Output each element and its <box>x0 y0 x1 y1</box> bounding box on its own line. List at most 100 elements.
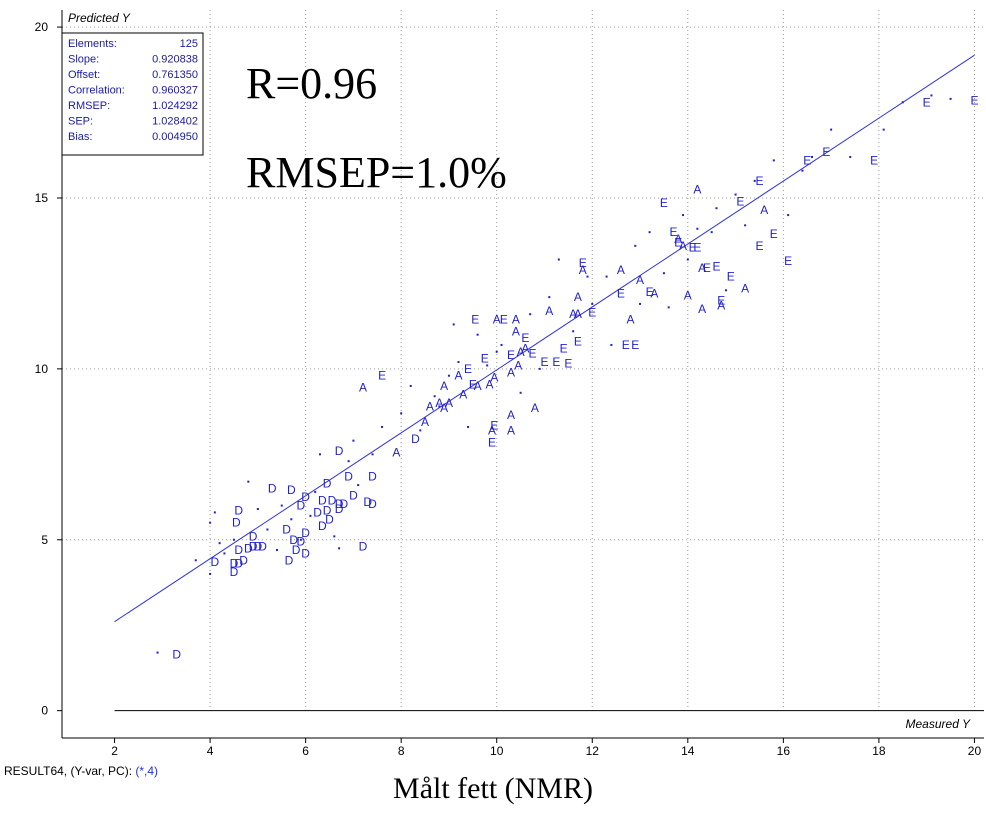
scatter-dot <box>419 429 422 432</box>
scatter-point-label: A <box>741 282 749 296</box>
scatter-dot <box>299 538 302 541</box>
scatter-point-label: E <box>574 335 582 349</box>
scatter-point-label: A <box>693 182 701 196</box>
scatter-point-label: A <box>493 312 501 326</box>
stats-value: 0.920838 <box>152 54 198 66</box>
x-tick-label: 14 <box>681 744 695 758</box>
stats-label: Correlation: <box>68 85 125 97</box>
scatter-point-label: D <box>318 493 327 507</box>
scatter-point-label: E <box>378 369 386 383</box>
stats-label: SEP: <box>68 116 93 128</box>
scatter-point-label: D <box>301 526 310 540</box>
scatter-point-label: D <box>232 516 241 530</box>
scatter-point-label: A <box>531 401 539 415</box>
scatter-dot <box>500 343 503 346</box>
scatter-point-label: A <box>474 379 482 393</box>
y-tick-label: 10 <box>35 362 49 376</box>
scatter-dot <box>529 313 532 316</box>
scatter-dot <box>849 155 852 158</box>
stats-value: 0.004950 <box>152 131 198 143</box>
scatter-point-label: D <box>249 540 258 554</box>
scatter-point-label: E <box>500 312 508 326</box>
scatter-point-label: D <box>234 543 243 557</box>
scatter-point-label: E <box>490 418 498 432</box>
scatter-dot <box>452 323 455 326</box>
scatter-point-label: D <box>244 541 253 555</box>
footer-pc-link[interactable]: (*,4) <box>135 764 159 778</box>
scatter-point-label: E <box>588 305 596 319</box>
scatter-point-label: E <box>703 261 711 275</box>
scatter-dot <box>156 651 159 654</box>
scatter-dot <box>648 231 651 234</box>
regression-line <box>114 54 975 623</box>
stats-box: Elements: 125 Slope: 0.920838 Offset: 0.76135… <box>61 32 204 156</box>
scatter-point-label: A <box>507 408 515 422</box>
scatter-point-label: D <box>230 565 239 579</box>
scatter-point-label: E <box>617 287 625 301</box>
footer-result-label: RESULT64, (Y-var, PC): <box>4 764 136 778</box>
scatter-point-label: E <box>564 357 572 371</box>
scatter-point-label: E <box>923 95 931 109</box>
scatter-dot <box>557 258 560 261</box>
scatter-point-label: D <box>239 553 248 567</box>
scatter-point-label: E <box>803 153 811 167</box>
scatter-point-label: E <box>529 346 537 360</box>
scatter-point-label: A <box>392 446 400 460</box>
x-tick-label: 8 <box>398 744 405 758</box>
x-tick-label: 12 <box>586 744 600 758</box>
scatter-dot <box>194 559 197 562</box>
scatter-dot <box>309 514 312 517</box>
scatter-dot <box>438 405 441 408</box>
scatter-point-label: D <box>325 512 334 526</box>
scatter-dot <box>901 101 904 104</box>
scatter-point-label: A <box>545 304 553 318</box>
x-axis-title: Measured Y <box>906 717 971 731</box>
x-tick-label: 4 <box>207 744 214 758</box>
scatter-point-label: D <box>313 505 322 519</box>
scatter-point-label: A <box>579 263 587 277</box>
scatter-dot <box>772 159 775 162</box>
scatter-dot <box>347 460 350 463</box>
x-tick-label: 18 <box>872 744 886 758</box>
scatter-point-label: A <box>445 396 453 410</box>
scatter-point-label: A <box>517 345 525 359</box>
scatter-point-label: A <box>521 341 529 355</box>
scatter-point-label: A <box>717 299 725 313</box>
scatter-point-label: D <box>258 540 267 554</box>
scatter-point-label: D <box>323 476 332 490</box>
scatter-dot <box>318 453 321 456</box>
scatter-point-label: E <box>660 196 668 210</box>
scatter-dot <box>275 549 278 552</box>
scatter-dot <box>949 97 952 100</box>
scatter-point-label: E <box>622 338 630 352</box>
annotation-rmsep: RMSEP=1.0% <box>246 148 507 197</box>
scatter-point-label: D <box>282 523 291 537</box>
scatter-point-label: E <box>669 225 677 239</box>
scatter-dot <box>696 227 699 230</box>
scatter-point-label: A <box>684 288 692 302</box>
scatter-dot <box>586 275 589 278</box>
stats-label: Offset: <box>68 69 100 81</box>
scatter-point-label: E <box>970 94 978 108</box>
scatter-point-label: A <box>486 377 494 391</box>
scatter-point-label: A <box>454 369 462 383</box>
x-tick-label: 6 <box>302 744 309 758</box>
scatter-point-label: D <box>335 502 344 516</box>
stats-label: RMSEP: <box>68 100 110 112</box>
scatter-point-label: A <box>440 401 448 415</box>
scatter-point-label: A <box>636 273 644 287</box>
scatter-point-label: E <box>784 254 792 268</box>
y-axis-title: Predicted Y <box>68 11 131 25</box>
scatter-point-label: E <box>579 256 587 270</box>
stats-label: Slope: <box>68 54 99 66</box>
scatter-point-label: A <box>426 399 434 413</box>
scatter-dot <box>662 272 665 275</box>
x-tick-label: 16 <box>777 744 791 758</box>
scatter-point-label: A <box>574 290 582 304</box>
x-axis-ticks: 2 4 6 8 10 12 14 16 18 20 <box>111 738 981 758</box>
scatter-dot <box>476 333 479 336</box>
scatter-point-label: D <box>297 534 306 548</box>
scatter-point-label: A <box>459 388 467 402</box>
scatter-point-label: E <box>770 227 778 241</box>
y-tick-label: 20 <box>35 20 49 34</box>
